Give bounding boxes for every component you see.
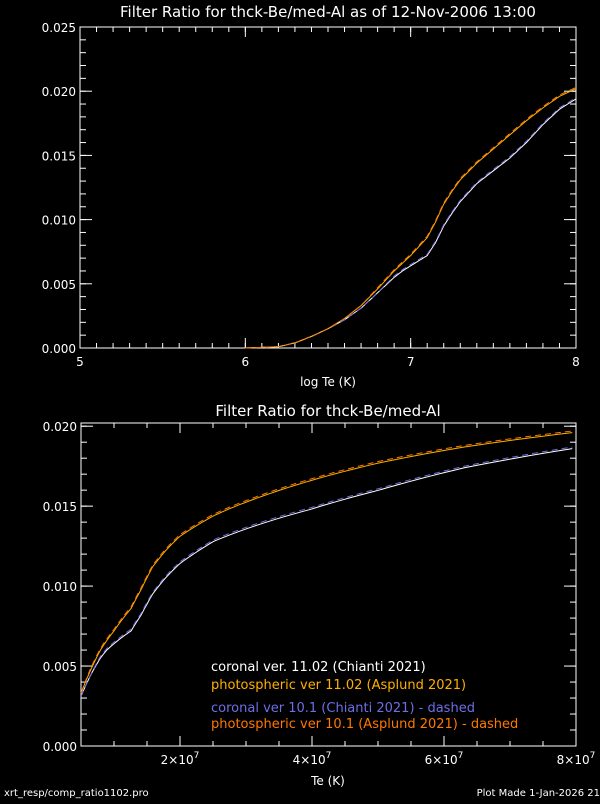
bottom-series-1 [80,432,573,694]
legend-entry-3: photospheric ver 10.1 (Asplund 2021) - d… [211,717,518,732]
bottom-x-tick-label: 8×107 [557,751,596,767]
bottom-y-tick-label: 0.015 [43,500,77,514]
top-chart-title: Filter Ratio for thck-Be/med-Al as of 12… [120,3,536,21]
top-y-tick-label: 0.025 [42,21,76,35]
bottom-chart-xlabel: Te (K) [310,774,345,788]
legend-entry-1: photospheric ver 11.02 (Asplund 2021) [211,678,466,693]
top-series-1 [245,88,577,349]
top-y-tick-label: 0.000 [42,342,76,356]
top-x-tick-label: 8 [572,355,580,369]
bottom-series-2 [80,446,573,697]
top-y-tick-label: 0.005 [42,278,76,292]
top-series-2 [245,97,577,349]
top-x-tick-label: 6 [242,355,250,369]
bottom-series-3 [80,430,573,694]
bottom-y-tick-label: 0.020 [43,420,77,434]
legend-entry-0: coronal ver. 11.02 (Chianti 2021) [211,660,426,675]
footer-right: Plot Made 1-Jan-2026 21 [477,788,600,799]
bottom-x-tick-label: 6×107 [425,751,464,767]
top-series-3 [245,86,577,349]
top-x-tick-label: 7 [407,355,415,369]
bottom-chart-title: Filter Ratio for thck-Be/med-Al [215,402,440,420]
bottom-plot-frame [80,422,577,747]
top-series-0 [245,98,577,349]
top-y-tick-label: 0.020 [42,85,76,99]
top-y-tick-label: 0.010 [42,214,76,228]
footer-left: xrt_resp/comp_ratio1102.pro [4,788,149,799]
bottom-y-tick-label: 0.000 [43,740,77,754]
top-y-tick-label: 0.015 [42,149,76,163]
top-chart-xlabel: log Te (K) [300,375,356,389]
top-plot-frame [79,26,577,349]
bottom-y-tick-label: 0.010 [43,580,77,594]
bottom-x-tick-label: 4×107 [293,751,332,767]
legend-entry-2: coronal ver 10.1 (Chianti 2021) - dashed [211,701,475,716]
bottom-y-tick-label: 0.005 [43,660,77,674]
bottom-x-tick-label: 2×107 [161,751,200,767]
bottom-series-0 [80,448,573,697]
top-x-tick-label: 5 [76,355,84,369]
